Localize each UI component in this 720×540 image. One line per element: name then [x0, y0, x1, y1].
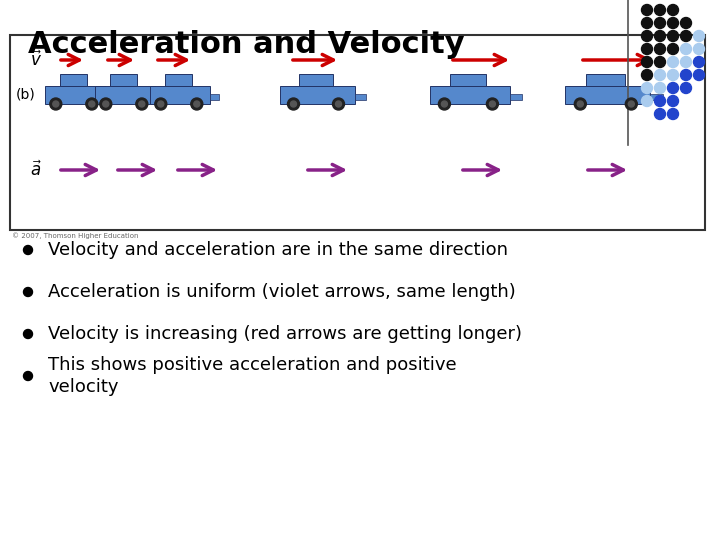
Circle shape [654, 83, 665, 93]
Circle shape [625, 98, 637, 110]
Bar [650, 93, 662, 99]
Circle shape [642, 17, 652, 29]
Circle shape [333, 98, 344, 110]
Circle shape [667, 44, 678, 55]
Circle shape [158, 101, 164, 107]
Circle shape [693, 57, 704, 68]
Circle shape [577, 101, 583, 107]
Bar [355, 93, 366, 99]
Bar [45, 86, 105, 104]
Circle shape [680, 83, 691, 93]
Circle shape [642, 57, 652, 68]
Circle shape [642, 83, 652, 93]
Text: $\vec{a}$: $\vec{a}$ [30, 160, 42, 180]
Bar [299, 74, 333, 86]
Bar [565, 86, 650, 104]
Bar [60, 74, 87, 86]
Circle shape [438, 98, 451, 110]
Circle shape [290, 101, 297, 107]
Text: $\vec{v}$: $\vec{v}$ [30, 50, 42, 70]
Circle shape [287, 98, 300, 110]
Circle shape [575, 98, 586, 110]
Circle shape [680, 70, 691, 80]
Bar [110, 74, 137, 86]
Circle shape [667, 96, 678, 106]
Circle shape [441, 101, 447, 107]
Circle shape [654, 109, 665, 119]
Bar [430, 86, 510, 104]
Circle shape [680, 30, 691, 42]
Bar [150, 86, 210, 104]
Circle shape [24, 246, 32, 254]
Circle shape [654, 44, 665, 55]
Circle shape [654, 57, 665, 68]
Bar [210, 93, 219, 99]
Bar [95, 86, 155, 104]
Circle shape [642, 96, 652, 106]
Circle shape [667, 109, 678, 119]
Circle shape [103, 101, 109, 107]
Circle shape [667, 4, 678, 16]
Circle shape [139, 101, 145, 107]
Bar [450, 74, 486, 86]
Circle shape [693, 70, 704, 80]
Circle shape [693, 30, 704, 42]
Circle shape [24, 329, 32, 339]
Bar [165, 74, 192, 86]
Circle shape [24, 372, 32, 381]
Circle shape [53, 101, 59, 107]
Circle shape [667, 57, 678, 68]
Text: Acceleration is uniform (violet arrows, same length): Acceleration is uniform (violet arrows, … [48, 283, 516, 301]
Circle shape [680, 44, 691, 55]
Text: © 2007, Thomson Higher Education: © 2007, Thomson Higher Education [12, 232, 138, 239]
Text: Acceleration and Velocity: Acceleration and Velocity [28, 30, 464, 59]
Circle shape [667, 30, 678, 42]
Circle shape [100, 98, 112, 110]
Circle shape [654, 70, 665, 80]
Circle shape [693, 44, 704, 55]
Circle shape [50, 98, 62, 110]
Circle shape [642, 70, 652, 80]
Text: Velocity is increasing (red arrows are getting longer): Velocity is increasing (red arrows are g… [48, 325, 522, 343]
Bar [586, 74, 624, 86]
Circle shape [680, 17, 691, 29]
Circle shape [89, 101, 95, 107]
Circle shape [136, 98, 148, 110]
Text: This shows positive acceleration and positive
velocity: This shows positive acceleration and pos… [48, 356, 456, 396]
Circle shape [191, 98, 203, 110]
Circle shape [667, 70, 678, 80]
Circle shape [155, 98, 167, 110]
Text: Velocity and acceleration are in the same direction: Velocity and acceleration are in the sam… [48, 241, 508, 259]
Circle shape [86, 98, 98, 110]
Text: (b): (b) [16, 88, 36, 102]
Circle shape [642, 30, 652, 42]
Circle shape [654, 96, 665, 106]
Bar [10, 35, 705, 230]
Circle shape [654, 30, 665, 42]
Circle shape [24, 287, 32, 296]
Circle shape [667, 17, 678, 29]
Bar [155, 93, 164, 99]
Circle shape [194, 101, 200, 107]
Circle shape [667, 83, 678, 93]
Bar [510, 93, 522, 99]
Bar [280, 86, 355, 104]
Bar [105, 93, 114, 99]
Circle shape [490, 101, 495, 107]
Circle shape [487, 98, 498, 110]
Circle shape [654, 17, 665, 29]
Circle shape [336, 101, 341, 107]
Circle shape [654, 4, 665, 16]
Circle shape [629, 101, 634, 107]
Circle shape [680, 57, 691, 68]
Circle shape [642, 4, 652, 16]
Circle shape [642, 44, 652, 55]
